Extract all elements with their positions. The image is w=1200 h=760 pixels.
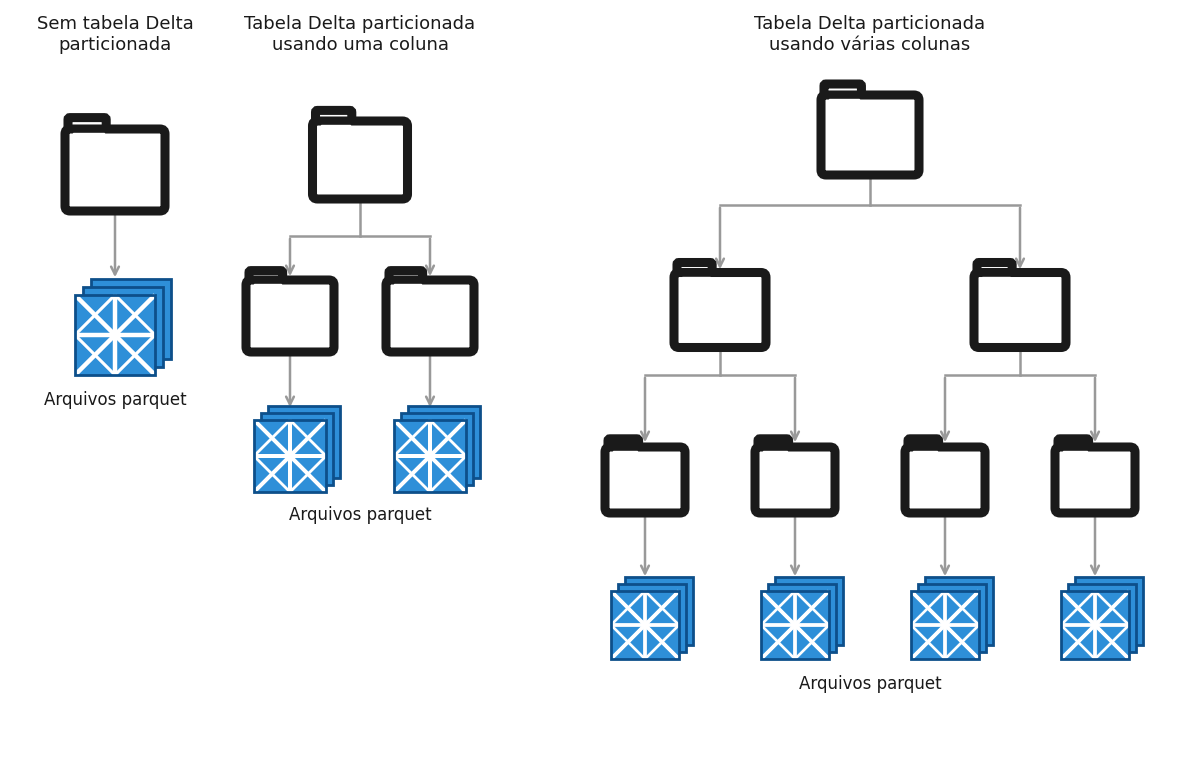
FancyBboxPatch shape bbox=[605, 447, 685, 513]
FancyBboxPatch shape bbox=[608, 439, 638, 462]
Bar bbox=[395, 284, 421, 294]
FancyBboxPatch shape bbox=[905, 447, 985, 513]
Bar bbox=[625, 578, 692, 645]
Bar bbox=[320, 125, 350, 135]
Text: Arquivos parquet: Arquivos parquet bbox=[799, 675, 941, 693]
Bar bbox=[763, 451, 787, 461]
FancyBboxPatch shape bbox=[389, 271, 422, 295]
Bar bbox=[262, 413, 334, 485]
Bar bbox=[1063, 451, 1087, 461]
Bar bbox=[83, 287, 163, 367]
Bar bbox=[829, 99, 859, 109]
FancyBboxPatch shape bbox=[677, 262, 712, 287]
Bar bbox=[761, 591, 829, 659]
FancyBboxPatch shape bbox=[977, 262, 1012, 287]
Bar bbox=[1061, 591, 1129, 659]
Bar bbox=[911, 591, 979, 659]
FancyBboxPatch shape bbox=[908, 439, 938, 462]
Bar bbox=[775, 578, 842, 645]
Text: Tabela Delta particionada
usando várias colunas: Tabela Delta particionada usando várias … bbox=[755, 15, 985, 54]
Bar bbox=[1061, 591, 1129, 659]
Bar bbox=[74, 295, 155, 375]
Bar bbox=[925, 578, 992, 645]
Text: Arquivos parquet: Arquivos parquet bbox=[289, 506, 431, 524]
Bar bbox=[761, 591, 829, 659]
Bar bbox=[254, 420, 326, 492]
Bar bbox=[918, 584, 986, 652]
FancyBboxPatch shape bbox=[974, 273, 1066, 347]
Bar bbox=[254, 420, 326, 492]
FancyBboxPatch shape bbox=[250, 271, 283, 295]
Bar bbox=[611, 591, 679, 659]
Bar bbox=[913, 451, 937, 461]
FancyBboxPatch shape bbox=[65, 129, 166, 211]
FancyBboxPatch shape bbox=[316, 110, 352, 136]
Bar bbox=[394, 420, 466, 492]
FancyBboxPatch shape bbox=[821, 95, 919, 175]
Bar bbox=[401, 413, 473, 485]
Bar bbox=[74, 295, 155, 375]
Text: Sem tabela Delta
particionada: Sem tabela Delta particionada bbox=[37, 15, 193, 54]
Bar bbox=[408, 406, 480, 477]
Bar bbox=[394, 420, 466, 492]
Bar bbox=[254, 284, 281, 294]
FancyBboxPatch shape bbox=[755, 447, 835, 513]
Bar bbox=[269, 406, 341, 477]
Bar bbox=[768, 584, 835, 652]
Text: Tabela Delta particionada
usando uma coluna: Tabela Delta particionada usando uma col… bbox=[245, 15, 475, 54]
Bar bbox=[611, 591, 679, 659]
FancyBboxPatch shape bbox=[824, 84, 862, 110]
Bar bbox=[683, 277, 710, 287]
Bar bbox=[1075, 578, 1142, 645]
Bar bbox=[613, 451, 637, 461]
Bar bbox=[91, 279, 172, 359]
FancyBboxPatch shape bbox=[758, 439, 788, 462]
FancyBboxPatch shape bbox=[68, 118, 107, 144]
Bar bbox=[618, 584, 686, 652]
FancyBboxPatch shape bbox=[312, 121, 408, 199]
Bar bbox=[983, 277, 1010, 287]
Text: Arquivos parquet: Arquivos parquet bbox=[43, 391, 186, 409]
FancyBboxPatch shape bbox=[674, 273, 766, 347]
FancyBboxPatch shape bbox=[1058, 439, 1088, 462]
Bar bbox=[73, 133, 104, 143]
FancyBboxPatch shape bbox=[1055, 447, 1135, 513]
FancyBboxPatch shape bbox=[246, 280, 334, 352]
Bar bbox=[1068, 584, 1135, 652]
Bar bbox=[911, 591, 979, 659]
FancyBboxPatch shape bbox=[386, 280, 474, 352]
